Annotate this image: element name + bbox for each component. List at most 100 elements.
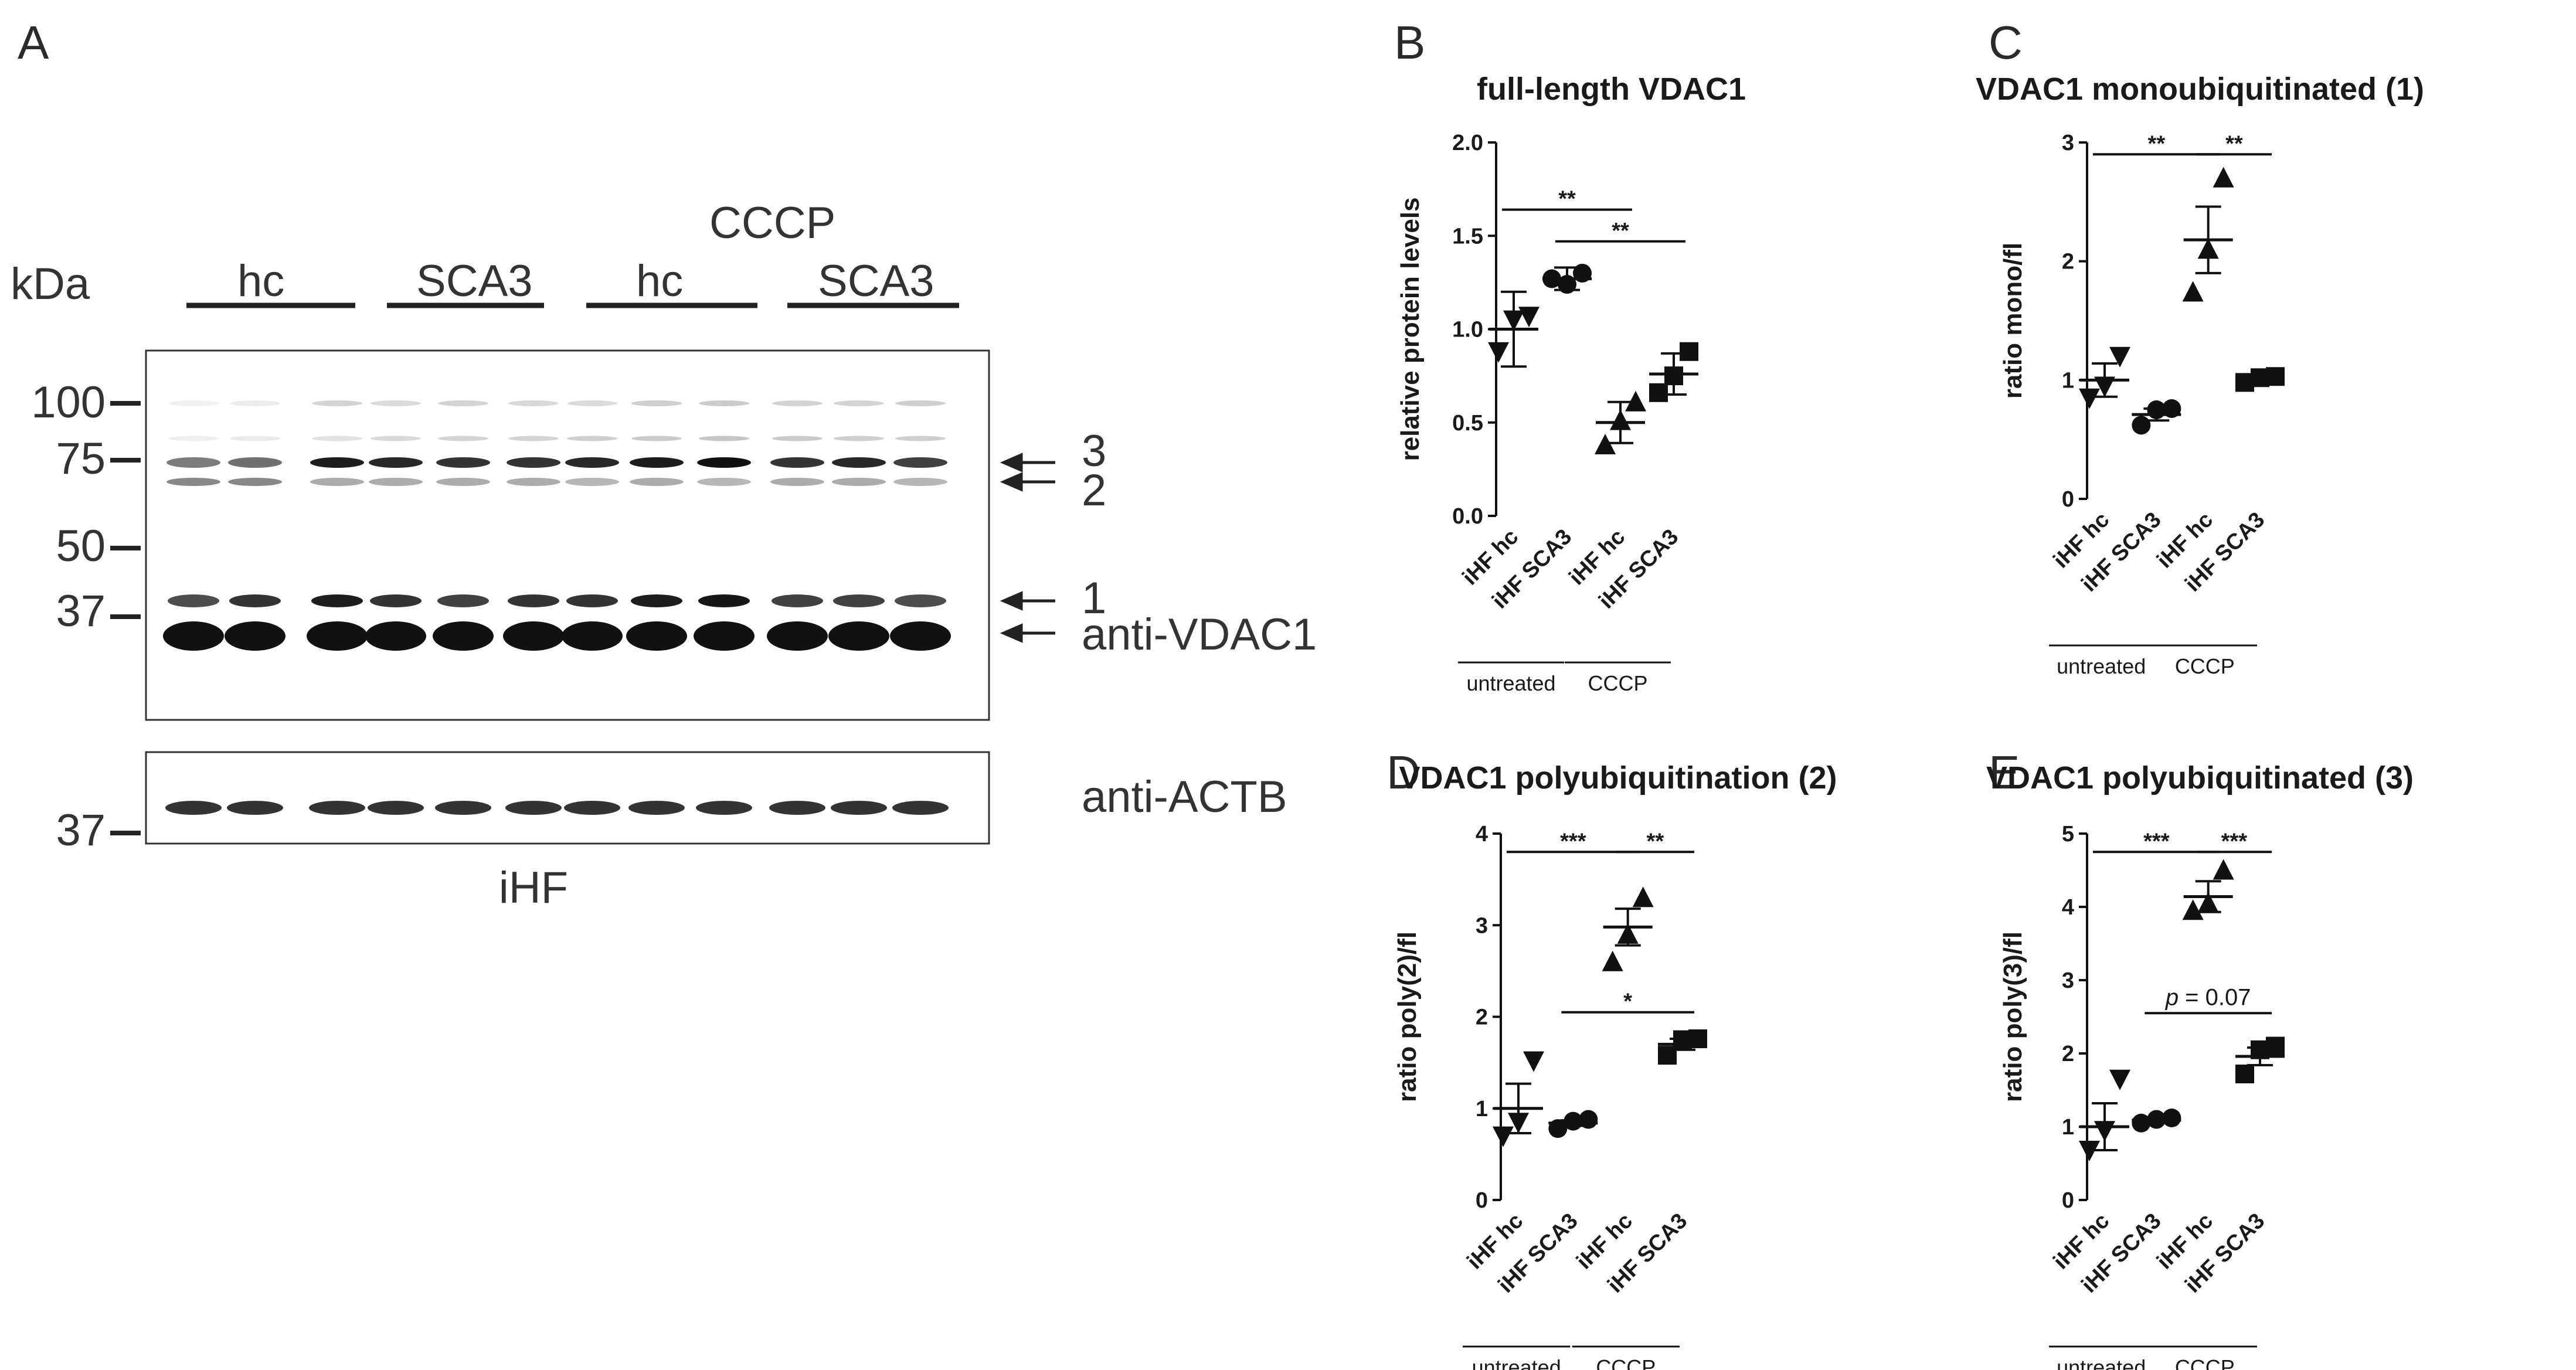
group-label: untreated bbox=[1472, 1355, 1561, 1370]
group-label: untreated bbox=[2057, 1355, 2146, 1370]
blot-band bbox=[369, 478, 423, 486]
data-point-triangle-down bbox=[1493, 1126, 1514, 1147]
blot-band bbox=[770, 478, 824, 486]
blot-band bbox=[565, 478, 619, 486]
blot-band bbox=[310, 478, 364, 486]
data-point-square bbox=[2235, 1065, 2254, 1083]
blot-band bbox=[892, 801, 949, 815]
blot-band bbox=[371, 400, 421, 406]
blot-band bbox=[309, 801, 365, 815]
y-tick-label: 0 bbox=[2062, 487, 2074, 512]
blot-band bbox=[225, 621, 286, 651]
blot-band bbox=[698, 594, 750, 607]
blot-band bbox=[697, 457, 751, 468]
blot-band bbox=[631, 436, 682, 441]
data-point-triangle-up bbox=[1625, 390, 1646, 412]
data-point-triangle-down bbox=[2079, 388, 2100, 409]
blot-band bbox=[564, 801, 620, 815]
y-tick-label: 3 bbox=[2062, 131, 2074, 155]
band-label-3: 3 bbox=[1082, 426, 1106, 476]
blot-band bbox=[630, 457, 684, 468]
panel-a: A CCCP kDa hc SCA3 hc SCA3 100 75 50 37 … bbox=[11, 16, 1317, 913]
y-tick-label: 1 bbox=[2062, 368, 2074, 393]
y-tick-label: 4 bbox=[2062, 895, 2074, 920]
y-axis-title: ratio mono/fl bbox=[1999, 243, 2027, 399]
blot-band bbox=[772, 400, 823, 406]
data-point-square bbox=[1680, 342, 1698, 361]
blot-band bbox=[505, 801, 562, 815]
plot-d: VDAC1 polyubiquitination (2) 0 1 2 3 4 ratio p… bbox=[1393, 760, 1837, 1370]
blot-band bbox=[307, 621, 368, 651]
blot-band bbox=[890, 621, 951, 651]
y-tick-label: 0 bbox=[2062, 1188, 2074, 1213]
data-point-square bbox=[2266, 1036, 2285, 1056]
data-point-triangle-up bbox=[2182, 899, 2204, 920]
anti-actb-label: anti-ACTB bbox=[1082, 772, 1287, 822]
blot-band bbox=[508, 436, 559, 441]
group-label: CCCP bbox=[2175, 654, 2235, 678]
plot-e: VDAC1 polyubiquitinated (3) 0 1 2 3 4 5 ratio p… bbox=[1986, 760, 2414, 1370]
blot-band bbox=[166, 457, 220, 468]
blot-band bbox=[508, 400, 559, 406]
kda-label: kDa bbox=[11, 259, 90, 309]
significance-label: *** bbox=[1560, 829, 1586, 854]
blot-band bbox=[437, 594, 489, 607]
significance-label: ** bbox=[1558, 187, 1576, 212]
plot-title: VDAC1 polyubiquitinated (3) bbox=[1986, 760, 2414, 796]
plot-title: VDAC1 monoubiquitinated (1) bbox=[1976, 72, 2424, 107]
blot-band bbox=[895, 594, 946, 607]
blot-band bbox=[696, 801, 752, 815]
blot-band bbox=[436, 478, 490, 486]
panel-letter-a: A bbox=[18, 16, 49, 69]
blot-band bbox=[631, 400, 682, 406]
blot-band bbox=[435, 801, 491, 815]
mw-marker-label: 75 bbox=[56, 434, 106, 484]
blot-band bbox=[227, 801, 283, 815]
mw-marker-label: 37 bbox=[56, 586, 106, 636]
mw-marker-label: 50 bbox=[56, 521, 106, 571]
y-tick-label: 2 bbox=[2062, 1042, 2074, 1066]
data-point-triangle-down bbox=[1488, 342, 1509, 363]
significance-label: *** bbox=[2143, 829, 2170, 854]
cell-type-label: iHF bbox=[499, 863, 568, 913]
blot-band bbox=[508, 594, 559, 607]
blot-band bbox=[895, 436, 946, 441]
blot-band bbox=[312, 400, 362, 406]
significance-label: ** bbox=[1612, 219, 1629, 243]
y-tick-label: 2 bbox=[1476, 1005, 1488, 1030]
data-point-triangle-down bbox=[1518, 307, 1540, 328]
data-point-triangle-down bbox=[2109, 1069, 2130, 1090]
blot-band bbox=[438, 400, 488, 406]
data-point-circle bbox=[2132, 416, 2151, 435]
lane-group-label: SCA3 bbox=[818, 256, 934, 306]
group-label: CCCP bbox=[1596, 1355, 1656, 1370]
y-axis-title: ratio poly(3)/fl bbox=[1999, 932, 2027, 1102]
blot-band bbox=[562, 621, 623, 651]
blot-band bbox=[834, 436, 884, 441]
panel-letter-b: B bbox=[1394, 16, 1425, 69]
blot-band bbox=[893, 478, 947, 486]
band-label-2: 2 bbox=[1082, 465, 1106, 515]
y-tick-label: 2 bbox=[2062, 250, 2074, 274]
blot-band bbox=[310, 457, 364, 468]
significance-label: p = 0.07 bbox=[2165, 984, 2251, 1010]
panel-letter-e: E bbox=[1989, 746, 2020, 798]
blot-band bbox=[168, 594, 219, 607]
significance-label: ** bbox=[1647, 829, 1664, 854]
anti-vdac1-label: anti-VDAC1 bbox=[1082, 610, 1317, 659]
blot-band bbox=[168, 400, 219, 406]
blot-band bbox=[565, 457, 619, 468]
blot-band bbox=[163, 621, 224, 651]
blot-band bbox=[631, 594, 682, 607]
y-tick-label: 3 bbox=[1476, 913, 1488, 938]
band-label-1: 1 bbox=[1082, 573, 1106, 623]
blot-band bbox=[165, 801, 222, 815]
blot-band bbox=[436, 457, 490, 468]
blot-band bbox=[370, 594, 422, 607]
plot-title: full-length VDAC1 bbox=[1477, 72, 1746, 107]
blot-band bbox=[893, 457, 947, 468]
blot-band bbox=[769, 801, 825, 815]
y-tick-label: 1 bbox=[1476, 1097, 1488, 1121]
panel-letter-d: D bbox=[1386, 746, 1420, 798]
data-point-triangle-up bbox=[2213, 859, 2234, 880]
